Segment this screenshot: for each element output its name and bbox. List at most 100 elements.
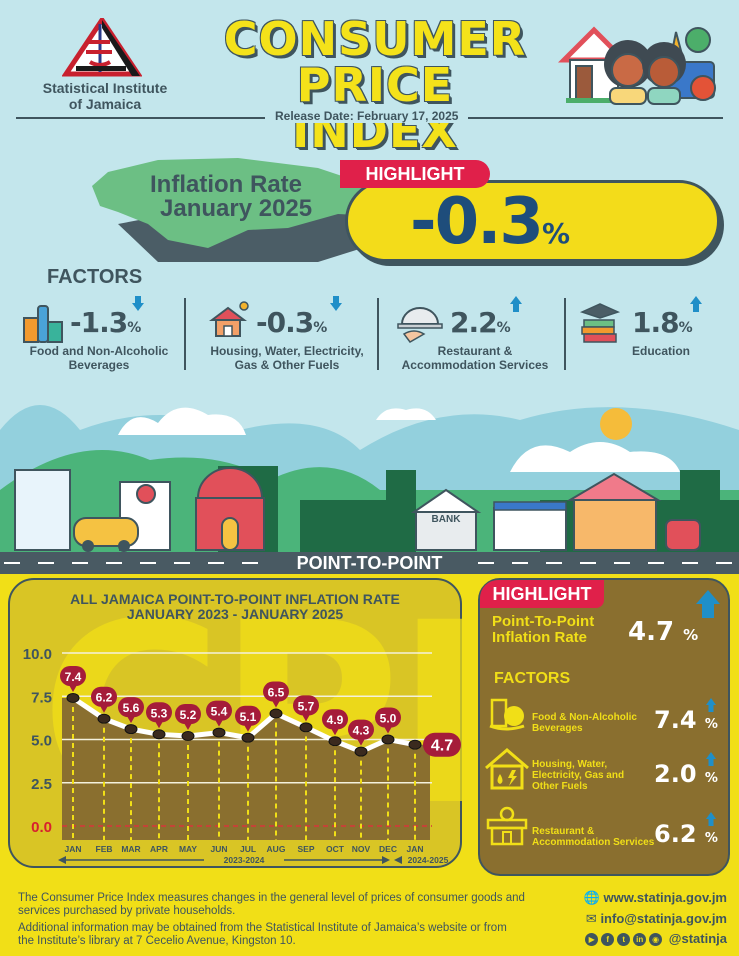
data-label-bg [423,732,461,757]
arrow-up-icon [706,752,716,766]
highlight-label: Inflation Rate January 2025 [150,173,312,221]
factor-label: Restaurant & Accommodation Services [401,344,549,372]
chart-title: ALL JAMAICA POINT-TO-POINT INFLATION RAT… [70,591,400,622]
p2p-factors-heading: FACTORS [494,670,571,687]
house-utilities-icon [485,748,529,790]
youtube-icon[interactable]: ▶ [585,933,599,947]
x-tick-label: JAN [64,844,81,854]
data-point [328,736,342,747]
twitter-icon[interactable]: t [617,933,631,947]
data-label-bg [375,707,401,728]
website-link[interactable]: 🌐 www.statinja.gov.jm [583,890,727,905]
data-point [97,713,111,724]
triangle-logo-icon [61,15,143,77]
percent-sign: % [541,217,570,250]
data-label-bg [91,686,117,707]
data-point [212,727,226,738]
factor-housing: -0.3% Housing, Water, Electricity, Gas & … [198,296,376,376]
factor-food: -1.3% Food and Non-Alcoholic Beverages [14,296,184,376]
social-links: ▶ f t in ◉ @statinja [585,931,727,947]
highlight-tag: HIGHLIGHT [340,160,490,188]
data-label-bg [146,702,172,723]
factor-restaurant: 2.2% Restaurant & Accommodation Services [390,296,560,376]
highlight-label-line1: Inflation Rate [150,171,303,198]
x-tick-label: SEP [297,844,314,854]
data-label-bg [118,697,144,718]
jamaica-map [88,152,408,272]
arrow-up-icon [690,296,702,312]
y-tick-label: 10.0 [23,646,52,663]
social-handle[interactable]: @statinja [668,931,727,946]
x-tick-label: JUN [210,844,227,854]
factor-value: -0.3% [256,306,328,339]
inflation-line-chart: 10.0 7.5 5.0 2.5 0.0 7.4 6.2 5.6 5.3 5.2 5.4 5.1 6.5… [23,646,461,866]
title-line1: CONSUMER [223,12,527,66]
p2p-factor-label: Food & Non-Alcoholic Beverages [532,712,637,734]
inflation-rate-number: -0.3 [410,185,544,259]
books-icon [579,303,621,343]
cloche-icon [397,307,443,343]
x-tick-label: JUL [240,844,256,854]
factor-value: 2.2% [450,306,511,339]
globe-icon: 🌐 [583,890,600,905]
data-point [299,722,313,733]
y-tick-label: 0.0 [31,819,52,836]
x-tick-label: DEC [379,844,397,854]
data-point [124,724,138,735]
facebook-icon[interactable]: f [601,933,615,947]
data-point [408,739,422,750]
mail-icon: ✉ [585,911,597,926]
jamaica-map-icon [92,158,402,262]
linkedin-icon[interactable]: in [633,933,647,947]
city-scene: BANK [0,390,739,552]
data-label-bg [175,704,201,725]
p2p-factor-label: Housing, Water, Electricity, Gas and Other… [532,759,625,792]
email-link[interactable]: ✉ info@statinja.gov.jm [585,911,727,926]
data-label: 6.5 [268,686,285,700]
data-point [269,708,283,719]
x-tick-label: MAY [179,844,197,854]
period-label: 2024-2025 [408,855,449,865]
data-label: 5.4 [211,705,228,719]
p2p-label: Point-To-Point Inflation Rate [492,613,595,646]
divider [377,298,379,370]
groceries-icon [23,305,63,343]
factors-heading: FACTORS [47,266,143,288]
x-tick-label: JAN [406,844,423,854]
page-title: CONSUMER PRICE INDEX [210,16,540,154]
footer-additional-info: Additional information may be obtained f… [18,922,507,947]
arrow-up-icon [706,812,716,826]
y-tick-label: 7.5 [31,689,52,706]
highlight-label-line2: January 2025 [160,195,313,222]
data-point [66,692,80,703]
data-label-bg [263,681,289,702]
instagram-icon[interactable]: ◉ [649,933,663,947]
road-dashes [4,562,732,564]
data-label: 5.1 [240,710,257,724]
house-icon [209,301,249,337]
x-tick-label: OCT [326,844,345,854]
y-tick-label: 5.0 [31,733,52,750]
x-tick-label: APR [150,844,168,854]
groceries-icon [489,698,525,731]
svg-text:BANK: BANK [432,514,462,525]
logo [61,15,143,80]
p2p-factor-value: 2.0 % [654,760,718,788]
factor-label: Housing, Water, Electricity, Gas & Other … [210,344,364,372]
data-label: 5.0 [380,712,397,726]
family-shopping-icon [557,26,716,105]
data-label: 5.6 [123,701,140,715]
release-date: Release Date: February 17, 2025 [265,109,469,123]
arrow-up-icon [706,698,716,712]
y-tick-label: 2.5 [31,776,52,793]
arrow-down-icon [330,296,342,311]
restaurant-icon [486,806,528,846]
cityscape-illustration: BANK [0,405,739,552]
highlight-pill [345,180,720,262]
road [0,552,739,574]
data-label-bg [60,665,86,686]
factor-value: 1.8% [632,306,693,339]
factor-education: 1.8% Education [578,296,728,376]
divider [184,298,186,370]
data-label: 4.7 [431,738,453,755]
